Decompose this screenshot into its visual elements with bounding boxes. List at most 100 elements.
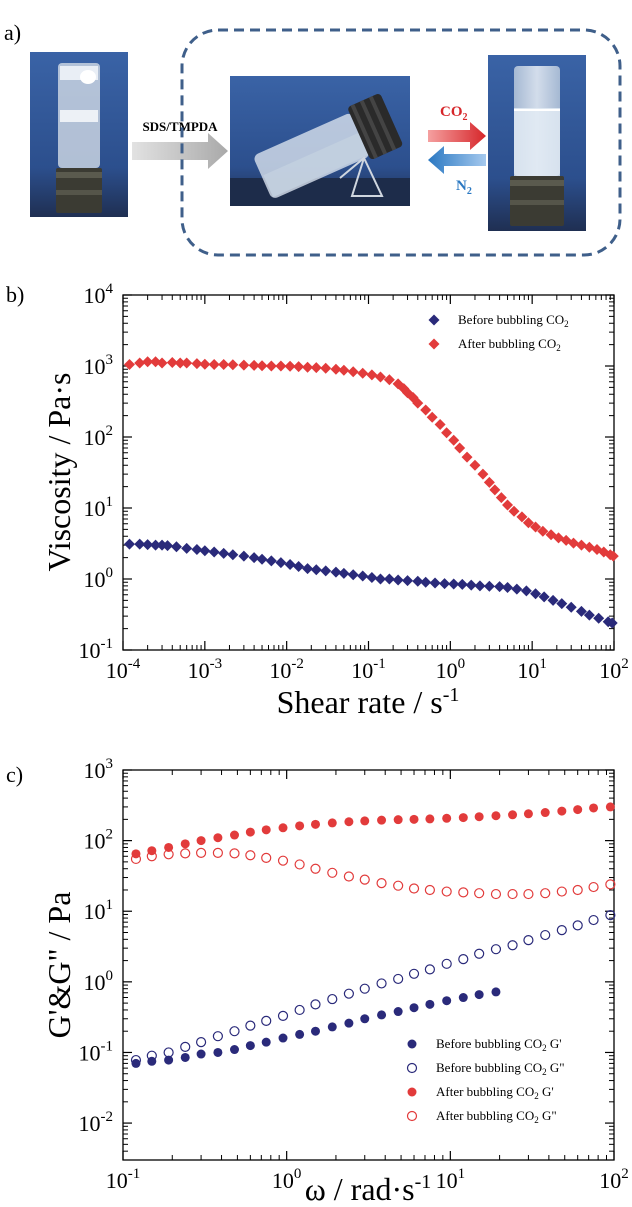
data-point bbox=[393, 1007, 403, 1017]
data-point bbox=[420, 404, 432, 416]
data-point bbox=[588, 881, 599, 893]
data-point bbox=[575, 605, 587, 617]
data-point bbox=[441, 427, 453, 439]
data-point bbox=[163, 849, 174, 860]
data-point bbox=[180, 848, 191, 859]
data-point bbox=[469, 459, 481, 471]
legend-marker bbox=[406, 1110, 418, 1122]
data-point bbox=[261, 1037, 271, 1047]
data-point bbox=[150, 539, 162, 551]
data-point bbox=[180, 1052, 190, 1062]
data-point bbox=[170, 541, 182, 553]
data-point bbox=[495, 492, 507, 504]
legend-marker bbox=[428, 338, 440, 350]
data-point bbox=[142, 539, 154, 551]
data-point bbox=[265, 360, 277, 372]
data-point bbox=[156, 357, 168, 369]
data-point bbox=[344, 1018, 354, 1028]
data-point bbox=[130, 1054, 142, 1066]
data-point bbox=[320, 565, 332, 577]
data-point bbox=[295, 821, 305, 831]
data-point bbox=[295, 1029, 305, 1039]
data-point bbox=[344, 817, 354, 827]
x-axis-c: 10-1 100 101 102 bbox=[106, 770, 629, 1193]
data-point bbox=[199, 358, 211, 370]
data-point bbox=[229, 1026, 240, 1037]
data-point bbox=[483, 476, 495, 488]
plot-frame-c bbox=[122, 769, 615, 1161]
data-point bbox=[275, 557, 287, 569]
series-3 bbox=[130, 847, 616, 900]
data-point bbox=[310, 999, 321, 1010]
data-point bbox=[248, 359, 260, 371]
data-point bbox=[310, 1026, 320, 1036]
data-point bbox=[556, 598, 568, 610]
data-point bbox=[409, 814, 419, 824]
legend-label: After bubbling CO2 G" bbox=[436, 1108, 557, 1125]
data-point bbox=[477, 468, 489, 480]
data-point bbox=[238, 550, 250, 562]
data-point bbox=[511, 583, 523, 595]
co2-forward-arrow: CO2 bbox=[428, 104, 486, 150]
x-tick-label: 10-1 bbox=[351, 656, 386, 683]
legend-label: After bubbling CO2 G' bbox=[436, 1084, 554, 1101]
data-point bbox=[130, 853, 142, 865]
data-point bbox=[383, 573, 395, 585]
data-point bbox=[458, 993, 468, 1003]
photo-gel-vial bbox=[30, 52, 128, 217]
data-point bbox=[508, 810, 518, 820]
data-point bbox=[196, 836, 206, 846]
reversible-cycle-box bbox=[180, 28, 622, 257]
data-point bbox=[293, 361, 305, 373]
data-point bbox=[310, 362, 322, 374]
x-tick-label: 10-1 bbox=[106, 1166, 141, 1193]
panel-a-label: a) bbox=[4, 20, 21, 45]
x-tick-label: 100 bbox=[436, 656, 466, 683]
data-point bbox=[507, 888, 518, 900]
y-tick-label: 104 bbox=[84, 281, 114, 308]
data-point bbox=[327, 1022, 337, 1032]
data-point bbox=[575, 539, 587, 551]
data-point bbox=[522, 517, 534, 529]
data-point bbox=[123, 538, 135, 550]
data-point bbox=[265, 555, 277, 567]
data-point bbox=[284, 360, 296, 372]
data-point bbox=[490, 944, 502, 955]
data-point bbox=[208, 358, 220, 370]
data-point bbox=[131, 849, 141, 859]
data-point bbox=[275, 360, 287, 372]
data-point bbox=[568, 537, 580, 549]
data-point bbox=[294, 1004, 305, 1016]
data-point bbox=[424, 884, 435, 896]
panel-b-label: b) bbox=[6, 282, 24, 307]
y-axis-title-b: Viscosity / Pa·s bbox=[41, 373, 77, 572]
data-point bbox=[573, 805, 583, 815]
data-point bbox=[508, 505, 520, 517]
data-point bbox=[278, 823, 288, 833]
data-point bbox=[474, 812, 484, 822]
data-point bbox=[572, 920, 583, 931]
data-point bbox=[147, 1056, 157, 1066]
data-point bbox=[195, 847, 207, 858]
data-point bbox=[261, 825, 271, 835]
data-point bbox=[131, 1058, 141, 1068]
data-point bbox=[448, 434, 460, 446]
data-point bbox=[213, 1047, 223, 1057]
data-point bbox=[588, 914, 599, 926]
data-point bbox=[516, 511, 528, 523]
data-point bbox=[593, 612, 605, 624]
y-tick-label: 10-2 bbox=[79, 1109, 114, 1136]
data-point bbox=[191, 544, 203, 556]
data-point bbox=[146, 851, 157, 862]
data-point bbox=[456, 578, 468, 590]
y-tick-label: 103 bbox=[84, 756, 114, 783]
data-point bbox=[256, 553, 268, 565]
data-point bbox=[474, 888, 485, 899]
data-point bbox=[180, 839, 190, 849]
data-point bbox=[429, 577, 441, 589]
data-point bbox=[483, 580, 495, 592]
data-point bbox=[359, 874, 370, 885]
data-point bbox=[310, 819, 320, 829]
data-point bbox=[227, 359, 239, 371]
data-point bbox=[366, 571, 378, 583]
